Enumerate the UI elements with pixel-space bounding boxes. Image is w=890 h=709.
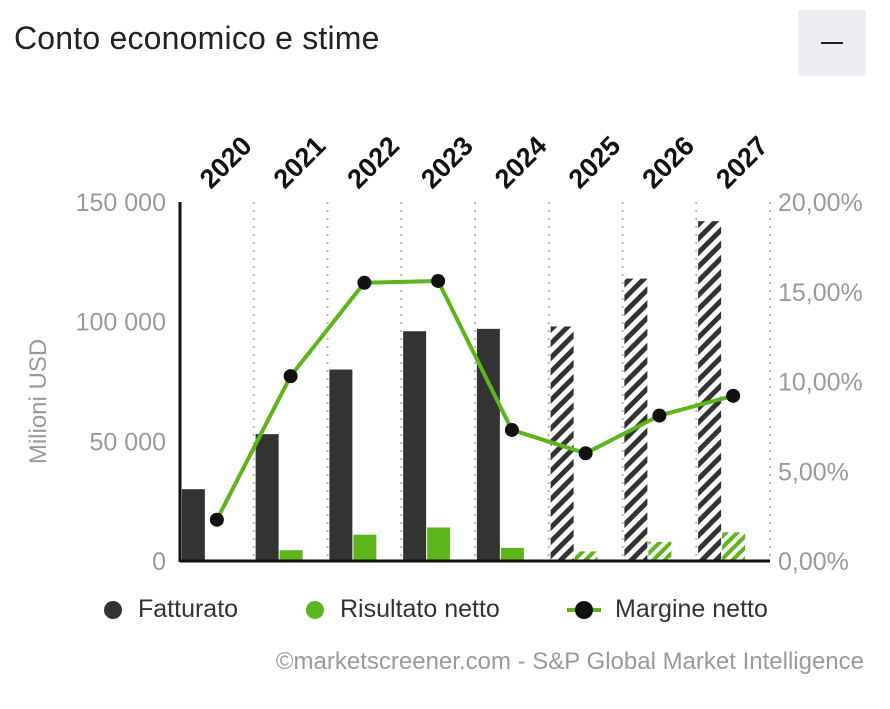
left-tick-label: 150 000	[76, 189, 166, 217]
legend-label: Risultato netto	[340, 595, 500, 623]
fatturato-bar	[181, 489, 205, 561]
right-tick-label: 20,00%	[778, 189, 863, 217]
fatturato-bar	[698, 221, 722, 561]
margine-netto-point	[504, 422, 519, 437]
margine-netto-point	[578, 446, 593, 461]
year-label: 2021	[268, 131, 332, 195]
year-label: 2023	[415, 131, 479, 195]
risultato-netto-bar	[722, 532, 746, 561]
risultato-netto-bar	[500, 547, 524, 561]
minus-icon	[821, 41, 843, 45]
fatturato-bar	[255, 434, 279, 561]
y-axis-title: Milioni USD	[25, 339, 52, 464]
year-label: 2027	[710, 131, 774, 195]
right-tick-label: 10,00%	[778, 369, 863, 397]
margine-netto-point	[652, 408, 667, 423]
right-tick-label: 0,00%	[778, 548, 849, 576]
left-tick-label: 0	[152, 548, 166, 576]
year-label: 2024	[489, 131, 553, 195]
legend-item-margine-netto[interactable]: Margine netto	[567, 595, 768, 624]
legend-label: Fatturato	[138, 595, 239, 623]
legend-item-risultato-netto[interactable]: Risultato netto	[306, 595, 500, 624]
margine-netto-line	[215, 278, 734, 521]
year-label: 2025	[563, 131, 627, 195]
risultato-netto-bar	[353, 534, 377, 561]
risultato-netto-bar	[279, 550, 303, 561]
legend-dot-green-icon	[306, 600, 324, 619]
chart-legend: Fatturato Risultato netto Margine netto	[0, 595, 890, 629]
source-credit: ©marketscreener.com - S&P Global Market …	[275, 648, 864, 675]
legend-dot-dark-icon	[104, 600, 122, 619]
left-tick-label: 100 000	[76, 309, 166, 337]
left-tick-label: 50 000	[90, 428, 166, 456]
risultato-netto-bar	[427, 527, 451, 561]
page-title: Conto economico e stime	[14, 20, 380, 56]
right-tick-label: 5,00%	[778, 458, 849, 486]
year-label: 2020	[194, 131, 258, 195]
legend-line-dot-icon	[567, 600, 601, 619]
risultato-netto-bar	[574, 551, 598, 561]
legend-label: Margine netto	[615, 595, 768, 623]
right-tick-label: 15,00%	[778, 279, 863, 307]
legend-item-fatturato[interactable]: Fatturato	[104, 595, 238, 624]
fatturato-bar	[550, 326, 574, 561]
year-label: 2026	[636, 131, 700, 195]
fatturato-bar	[476, 328, 500, 561]
margine-netto-point	[726, 388, 741, 403]
margine-netto-point	[209, 512, 224, 527]
year-label: 2022	[341, 131, 405, 195]
collapse-button[interactable]	[798, 10, 866, 76]
fatturato-bar	[329, 369, 353, 561]
margine-netto-point	[283, 369, 298, 384]
margine-netto-point	[357, 275, 372, 290]
margine-netto-point	[431, 273, 446, 288]
fatturato-bar	[624, 278, 648, 561]
risultato-netto-bar	[648, 541, 672, 561]
fatturato-bar	[403, 331, 427, 561]
